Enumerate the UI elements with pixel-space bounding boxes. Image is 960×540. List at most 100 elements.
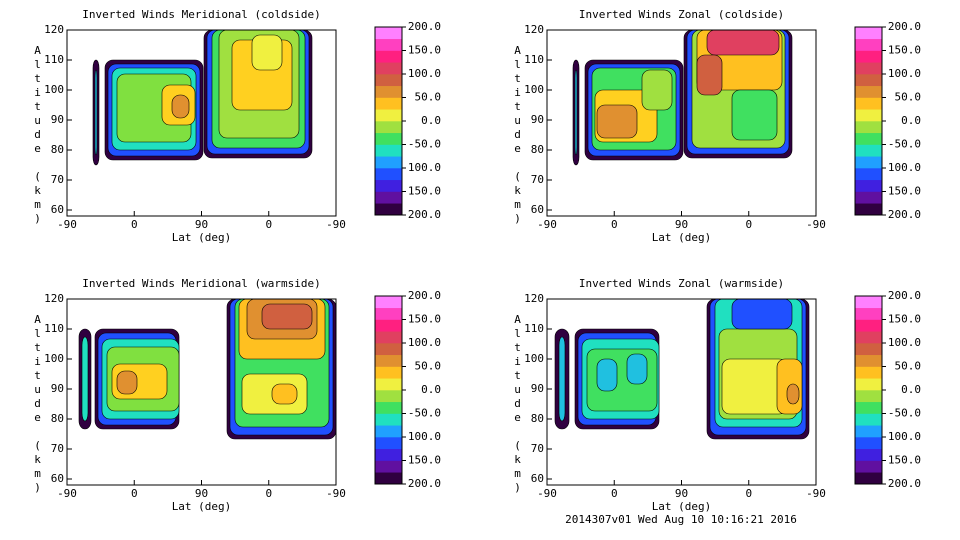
y-tick-label: 110 — [524, 322, 544, 335]
colorbar-label: -50.0 — [888, 138, 921, 151]
colorbar-segment — [855, 413, 882, 426]
colorbar-segment — [855, 27, 882, 40]
colorbar-segment — [855, 62, 882, 75]
colorbar-segment — [375, 460, 402, 473]
contour-region — [94, 69, 98, 156]
colorbar-segment — [855, 74, 882, 87]
colorbar-label: -200.0 — [401, 477, 441, 490]
colorbar-label: 50.0 — [415, 91, 442, 104]
contour-field — [92, 29, 313, 166]
contour-region — [596, 358, 618, 392]
contour-region — [574, 69, 578, 156]
colorbar-segment — [855, 460, 882, 473]
colorbar-segment — [375, 85, 402, 98]
contour-region — [731, 89, 778, 141]
colorbar-segment — [375, 74, 402, 87]
colorbar-segment — [855, 425, 882, 438]
colorbar-segment — [855, 331, 882, 344]
y-tick-label: 100 — [44, 352, 64, 365]
plot-title: Inverted Winds Zonal (coldside) — [579, 8, 784, 21]
colorbar-segment — [375, 331, 402, 344]
colorbar-segment — [375, 354, 402, 367]
x-axis-label: Lat (deg) — [172, 500, 232, 513]
colorbar-label: -100.0 — [881, 161, 921, 174]
y-axis-label: Altitude (km) — [31, 44, 44, 226]
y-tick-label: 90 — [531, 382, 544, 395]
colorbar-segment — [855, 121, 882, 134]
contour-region — [251, 34, 283, 71]
y-axis-label: Altitude (km) — [511, 313, 524, 495]
colorbar-label: -150.0 — [401, 454, 441, 467]
colorbar-segment — [855, 296, 882, 309]
colorbar-label: 0.0 — [901, 114, 921, 127]
colorbar-label: 0.0 — [901, 383, 921, 396]
colorbar-segment — [375, 144, 402, 157]
y-tick-label: 120 — [44, 292, 64, 305]
colorbar-segment — [375, 437, 402, 450]
colorbar-label: 200.0 — [408, 289, 441, 302]
plot-title: Inverted Winds Meridional (coldside) — [82, 8, 320, 21]
colorbar-segment — [855, 109, 882, 122]
colorbar-label: -100.0 — [401, 161, 441, 174]
colorbar-segment — [855, 179, 882, 192]
colorbar-segment — [375, 366, 402, 379]
x-axis-label: Lat (deg) — [652, 500, 712, 513]
x-tick-label: 0 — [745, 487, 752, 500]
contour-region — [786, 383, 800, 405]
y-tick-label: 120 — [44, 23, 64, 36]
contour-field — [554, 298, 810, 440]
y-tick-label: 80 — [531, 143, 544, 156]
colorbar-label: 50.0 — [415, 360, 442, 373]
colorbar-segment — [375, 378, 402, 391]
colorbar-label: -200.0 — [881, 208, 921, 221]
colorbar-segment — [375, 319, 402, 332]
x-axis-label: Lat (deg) — [172, 231, 232, 244]
colorbar-segment — [375, 343, 402, 356]
colorbar-segment — [375, 38, 402, 51]
contour-region — [641, 69, 673, 111]
colorbar-segment — [855, 448, 882, 461]
colorbar-label: 100.0 — [408, 67, 441, 80]
colorbar-segment — [855, 437, 882, 450]
colorbar-label: 0.0 — [421, 114, 441, 127]
colorbar-segment — [855, 307, 882, 320]
y-tick-label: 120 — [524, 292, 544, 305]
y-tick-label: 110 — [44, 53, 64, 66]
colorbar-segment — [375, 413, 402, 426]
colorbar-segment — [375, 296, 402, 309]
plot-title: Inverted Winds Meridional (warmside) — [82, 277, 320, 290]
y-tick-label: 90 — [51, 382, 64, 395]
contour-field — [572, 29, 793, 166]
colorbar-segment — [375, 168, 402, 181]
y-tick-label: 100 — [524, 83, 544, 96]
colorbar-segment — [855, 401, 882, 414]
y-axis-label: Altitude (km) — [511, 44, 524, 226]
colorbar-label: 200.0 — [408, 20, 441, 33]
colorbar-segment — [855, 144, 882, 157]
colorbar-segment — [375, 50, 402, 63]
colorbar-label: 100.0 — [888, 67, 921, 80]
contour-region — [116, 370, 138, 395]
colorbar-label: 150.0 — [408, 44, 441, 57]
x-tick-label: -90 — [806, 487, 826, 500]
x-axis-label: Lat (deg) — [652, 231, 712, 244]
colorbar-label: -200.0 — [401, 208, 441, 221]
x-tick-label: -90 — [806, 218, 826, 231]
y-tick-label: 100 — [524, 352, 544, 365]
colorbar-label: -150.0 — [881, 185, 921, 198]
colorbar-segment — [855, 354, 882, 367]
colorbar-segment — [375, 179, 402, 192]
x-tick-label: 90 — [675, 218, 688, 231]
x-tick-label: 90 — [195, 218, 208, 231]
colorbar-segment — [855, 50, 882, 63]
colorbar-segment — [375, 121, 402, 134]
colorbar-label: -50.0 — [408, 138, 441, 151]
colorbar-label: 200.0 — [888, 289, 921, 302]
colorbar-label: 200.0 — [888, 20, 921, 33]
colorbar-label: -50.0 — [408, 407, 441, 420]
contour-region — [731, 298, 793, 330]
colorbar-segment — [375, 203, 402, 216]
colorbar-segment — [375, 472, 402, 485]
x-tick-label: -90 — [57, 218, 77, 231]
colorbar-segment — [855, 366, 882, 379]
